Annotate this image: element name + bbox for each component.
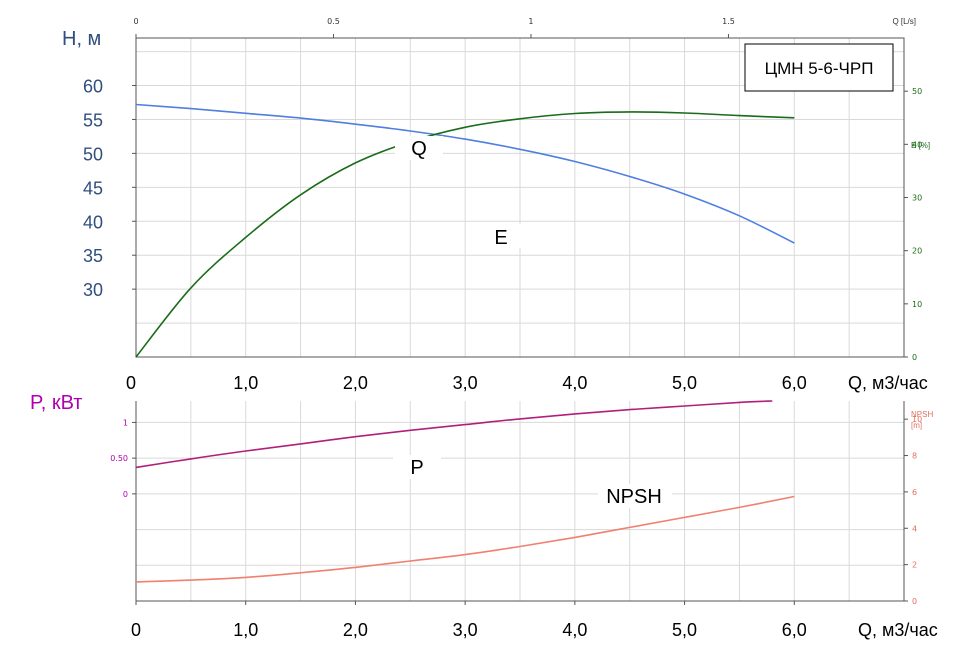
npsh-curve-label: NPSH	[606, 486, 662, 508]
top-axis-tick-label: 0	[133, 17, 138, 26]
x-axis-label-bottom: Q, м3/час	[858, 620, 938, 640]
series-line-e	[135, 111, 795, 358]
series-lines	[135, 103, 795, 583]
efficiency-axis-label: E [%]	[911, 141, 930, 150]
power-tick-label: 0	[123, 490, 128, 499]
top-axis-tick-label: 1.5	[722, 17, 735, 26]
head-tick-label: 55	[83, 110, 103, 130]
x-tick-label-top: 3,0	[453, 373, 478, 393]
x-tick-label-bottom: 4,0	[562, 620, 587, 640]
head-tick-label: 35	[83, 246, 103, 266]
head-tick-label: 30	[83, 280, 103, 300]
gridlines	[136, 38, 904, 601]
npsh-tick-label: 4	[912, 524, 917, 533]
x-tick-label-bottom: 1,0	[233, 620, 258, 640]
x-tick-label-bottom: 5,0	[672, 620, 697, 640]
x-tick-label-top: 0	[126, 373, 136, 393]
power-tick-label: 1	[123, 418, 128, 427]
top-axis-label: Q [L/s]	[892, 17, 916, 26]
npsh-tick-label: 10	[912, 415, 922, 424]
x-tick-label-top: 6,0	[782, 373, 807, 393]
x-tick-label-bottom: 0	[131, 620, 141, 640]
x-tick-label-bottom: 2,0	[343, 620, 368, 640]
x-axis-label-top: Q, м3/час	[848, 373, 928, 393]
head-tick-label: 60	[83, 77, 103, 97]
top-axis-tick-label: 0.5	[327, 17, 340, 26]
npsh-tick-label: 0	[912, 597, 917, 606]
x-tick-label-bottom: 3,0	[453, 620, 478, 640]
series-line-p	[135, 400, 773, 469]
efficiency-tick-label: 40	[912, 140, 922, 149]
axes	[132, 34, 908, 605]
npsh-tick-label: 8	[912, 452, 917, 461]
head-tick-label: 40	[83, 212, 103, 232]
power-axis-label: P, кВт	[30, 392, 82, 414]
efficiency-tick-label: 50	[912, 87, 922, 96]
x-tick-label-top: 2,0	[343, 373, 368, 393]
series-line-npsh	[135, 495, 795, 583]
model-label-box	[744, 43, 894, 92]
npsh-axis-label: NPSH	[911, 410, 933, 419]
model-label: ЦМН 5-6-ЧРП	[765, 59, 874, 78]
x-tick-label-top: 5,0	[672, 373, 697, 393]
head-tick-label: 50	[83, 144, 103, 164]
x-tick-label-bottom: 6,0	[782, 620, 807, 640]
q-curve-label: Q	[411, 138, 427, 160]
q-label-bg	[395, 136, 443, 160]
efficiency-tick-label: 20	[912, 247, 922, 256]
e-curve-label: E	[494, 227, 507, 249]
npsh-axis-unit: [m]	[911, 421, 922, 430]
x-tick-label-top: 1,0	[233, 373, 258, 393]
npsh-tick-label: 6	[912, 488, 917, 497]
head-axis-label: H, м	[62, 28, 101, 50]
top-axis-tick-label: 1	[528, 17, 533, 26]
head-tick-label: 45	[83, 178, 103, 198]
e-label-bg	[478, 224, 526, 248]
power-tick-label: 0.50	[110, 454, 128, 463]
npsh-label-bg	[598, 484, 672, 508]
p-curve-label: P	[410, 457, 423, 479]
efficiency-tick-label: 0	[912, 353, 917, 362]
efficiency-tick-label: 10	[912, 300, 922, 309]
p-label-bg	[393, 455, 441, 479]
npsh-tick-label: 2	[912, 561, 917, 570]
x-tick-label-top: 4,0	[562, 373, 587, 393]
series-line-q	[135, 103, 795, 244]
efficiency-tick-label: 30	[912, 194, 922, 203]
